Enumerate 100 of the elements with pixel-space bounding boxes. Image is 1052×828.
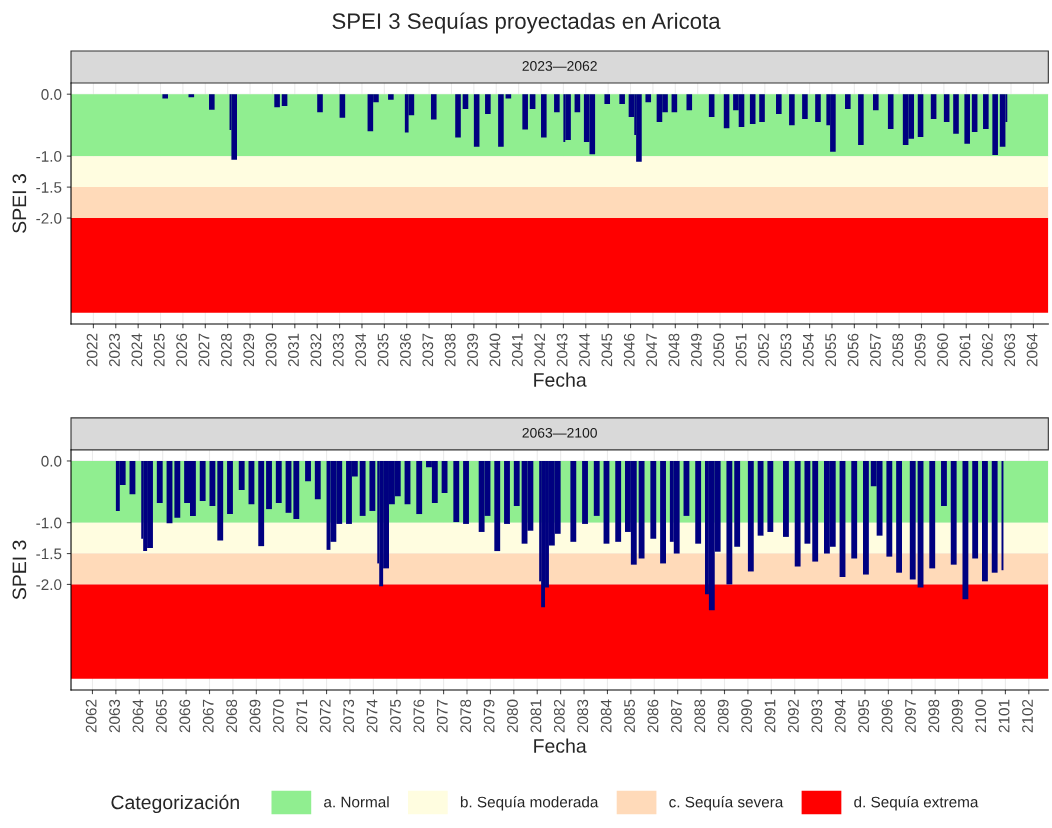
x-tick-label: 2073: [343, 699, 355, 733]
x-tick-label: 2029: [243, 333, 255, 367]
x-tick-label: 2051: [735, 333, 747, 367]
y-tick-label: -1.5: [36, 548, 62, 560]
x-tick-label: 2090: [741, 699, 753, 733]
x-tick-label: 2045: [601, 333, 613, 367]
x-tick-label: 2078: [460, 699, 472, 733]
x-tick-label: 2061: [959, 333, 971, 367]
x-axis-title: Fecha: [534, 372, 587, 387]
x-tick-label: 2022: [86, 333, 98, 367]
x-tick-label: 2099: [951, 699, 963, 733]
x-tick-label: 2043: [556, 333, 568, 367]
x-tick-label: 2065: [155, 699, 167, 733]
x-tick-label: 2063: [1004, 333, 1016, 367]
x-tick-label: 2027: [198, 333, 210, 367]
x-tick-label: 2050: [713, 333, 725, 367]
x-tick-label: 2064: [1026, 333, 1038, 367]
y-tick-label: -1.0: [36, 517, 62, 529]
x-tick-label: 2062: [981, 333, 993, 367]
y-tick-label: -1.5: [36, 182, 62, 193]
x-tick-label: 2076: [413, 699, 425, 733]
x-tick-label: 2039: [467, 333, 478, 367]
x-tick-label: 2074: [366, 699, 378, 733]
legend-label: c. Sequía severa: [669, 796, 784, 811]
legend-label: b. Sequía moderada: [460, 796, 599, 811]
x-tick-label: 2091: [764, 699, 776, 733]
x-tick-label: 2092: [788, 699, 799, 733]
x-tick-label: 2102: [1022, 699, 1033, 733]
x-tick-label: 2086: [647, 699, 659, 733]
x-tick-label: 2095: [858, 699, 870, 733]
x-tick-label: 2023: [109, 333, 120, 367]
x-tick-label: 2053: [780, 333, 792, 367]
x-tick-label: 2093: [811, 699, 823, 733]
x-tick-label: 2033: [332, 333, 344, 367]
x-tick-label: 2034: [355, 333, 367, 367]
x-tick-label: 2083: [577, 699, 589, 733]
x-tick-label: 2069: [249, 699, 261, 733]
x-tick-label: 2094: [834, 699, 846, 733]
x-tick-label: 2063: [109, 699, 120, 733]
x-tick-label: 2098: [928, 699, 940, 733]
x-tick-label: 2089: [717, 699, 729, 733]
x-tick-label: 2047: [646, 333, 658, 367]
x-tick-label: 2075: [390, 699, 401, 733]
x-tick-label: 2036: [400, 333, 411, 367]
x-tick-label: 2024: [131, 333, 143, 367]
y-tick-label: -2.0: [36, 579, 62, 591]
x-tick-label: 2030: [265, 333, 277, 367]
y-axis-title: SPEI 3: [12, 540, 27, 600]
y-tick-label: 0.0: [41, 455, 62, 467]
x-tick-label: 2088: [694, 699, 706, 733]
x-tick-label: 2079: [483, 699, 495, 733]
y-axis-title: SPEI 3: [12, 174, 27, 233]
x-tick-label: 2072: [319, 699, 331, 733]
x-tick-label: 2064: [132, 699, 144, 733]
chart-subtitle: 2023—2062: [522, 61, 597, 71]
x-tick-label: 2056: [847, 333, 859, 367]
x-tick-label: 2032: [310, 333, 322, 367]
x-tick-label: 2080: [507, 699, 518, 733]
y-tick-label: 0.0: [41, 89, 62, 100]
x-tick-label: 2025: [153, 333, 165, 367]
x-tick-label: 2026: [176, 333, 188, 367]
x-tick-label: 2059: [914, 333, 926, 367]
x-tick-label: 2097: [905, 699, 916, 733]
x-tick-label: 2081: [530, 699, 542, 733]
x-tick-label: 2082: [553, 699, 565, 733]
x-tick-label: 2084: [600, 699, 612, 733]
x-tick-label: 2066: [179, 699, 191, 733]
x-tick-label: 2060: [937, 333, 948, 367]
chart-subtitle: 2063—2100: [522, 427, 597, 438]
x-tick-label: 2101: [998, 699, 1010, 733]
x-tick-label: 2049: [690, 333, 702, 367]
legend-label: d. Sequía extrema: [854, 796, 979, 811]
x-tick-label: 2067: [202, 699, 214, 733]
x-tick-label: 2048: [668, 333, 680, 367]
x-tick-label: 2037: [422, 333, 434, 367]
x-tick-label: 2052: [758, 333, 769, 367]
x-tick-label: 2055: [825, 333, 837, 367]
x-tick-label: 2071: [296, 699, 308, 733]
x-tick-label: 2096: [881, 699, 893, 733]
legend-label: a. Normal: [324, 796, 389, 808]
x-tick-label: 2035: [377, 333, 389, 367]
x-tick-label: 2085: [624, 699, 635, 733]
x-tick-label: 2054: [802, 333, 814, 367]
legend-title: Categorización: [111, 794, 239, 814]
x-tick-label: 2087: [670, 699, 682, 733]
x-tick-label: 2068: [226, 699, 238, 733]
x-tick-label: 2100: [975, 699, 987, 733]
x-tick-label: 2031: [288, 333, 299, 367]
chart-title: SPEI 3 Sequías proyectadas en Aricota: [332, 12, 721, 34]
x-tick-label: 2062: [85, 699, 97, 733]
x-tick-label: 2041: [511, 333, 523, 367]
x-tick-label: 2058: [892, 333, 904, 367]
x-tick-label: 2040: [489, 333, 501, 367]
y-tick-label: -1.0: [36, 151, 62, 162]
x-tick-label: 2038: [444, 333, 456, 367]
x-tick-label: 2046: [623, 333, 635, 367]
x-axis-title: Fecha: [534, 738, 587, 753]
y-tick-label: -2.0: [36, 212, 62, 224]
x-tick-label: 2028: [220, 333, 232, 367]
x-tick-label: 2057: [870, 333, 881, 367]
